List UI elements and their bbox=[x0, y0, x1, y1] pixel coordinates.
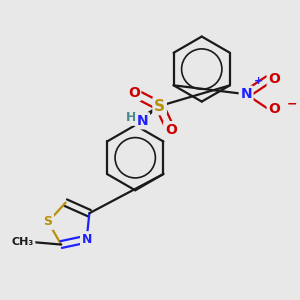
Text: O: O bbox=[268, 102, 280, 116]
Text: −: − bbox=[287, 98, 297, 110]
Text: CH₃: CH₃ bbox=[12, 237, 34, 247]
Text: S: S bbox=[154, 98, 165, 113]
Text: S: S bbox=[44, 215, 52, 229]
Text: N: N bbox=[240, 87, 252, 101]
Text: N: N bbox=[82, 232, 92, 246]
Text: H: H bbox=[126, 111, 136, 124]
Text: N: N bbox=[137, 114, 148, 128]
Text: +: + bbox=[254, 76, 263, 86]
Text: O: O bbox=[128, 86, 140, 100]
Text: O: O bbox=[165, 123, 177, 137]
Text: O: O bbox=[268, 72, 280, 86]
